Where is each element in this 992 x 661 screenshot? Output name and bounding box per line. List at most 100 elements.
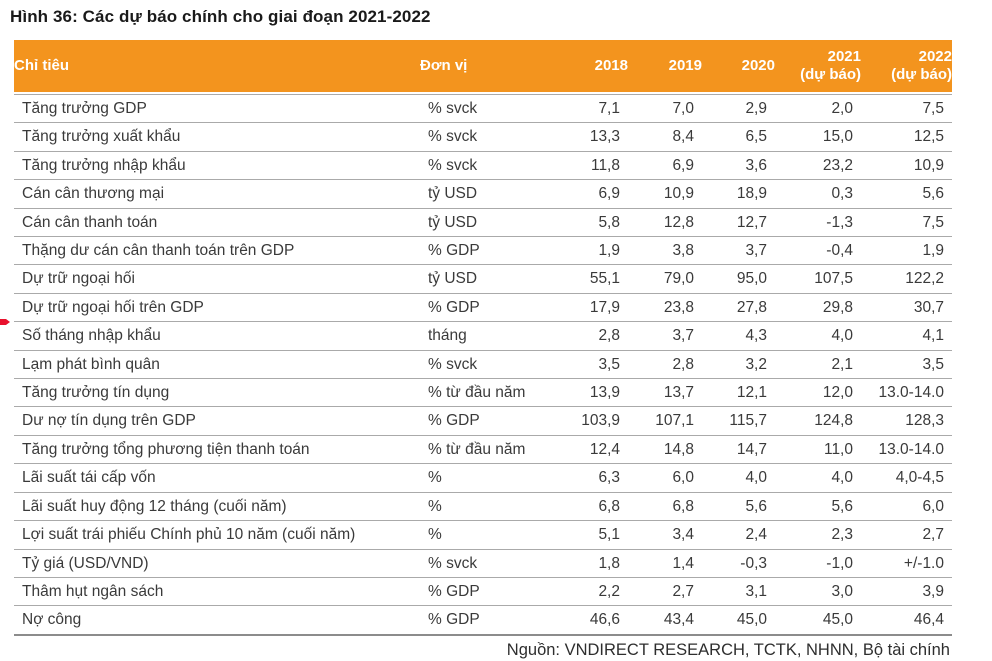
- value-cell: -1,0: [775, 550, 861, 578]
- value-cell: 6,9: [538, 180, 628, 209]
- col-header-2018: 2018: [538, 40, 628, 94]
- indicator-cell: Nợ công: [14, 606, 420, 636]
- value-cell: 14,7: [702, 436, 775, 465]
- value-cell: 12,7: [702, 209, 775, 238]
- value-cell: 3,9: [861, 578, 952, 607]
- value-cell: 2,4: [702, 521, 775, 550]
- unit-cell: tỷ USD: [420, 265, 538, 294]
- indicator-cell: Dự trữ ngoại hối: [14, 265, 420, 294]
- table-row: Tăng trưởng tổng phương tiện thanh toán%…: [14, 436, 952, 465]
- value-cell: 12,4: [538, 436, 628, 465]
- value-cell: 4,0: [702, 464, 775, 493]
- value-cell: 11,0: [775, 436, 861, 465]
- indicator-cell: Thâm hụt ngân sách: [14, 578, 420, 607]
- value-cell: 6,5: [702, 123, 775, 152]
- value-cell: 27,8: [702, 294, 775, 323]
- value-cell: 3,7: [628, 322, 702, 351]
- table-row: Thâm hụt ngân sách% GDP 2,2 2,7 3,1 3,0 3,9: [14, 578, 952, 607]
- indicator-cell: Lợi suất trái phiếu Chính phủ 10 năm (cu…: [14, 521, 420, 550]
- unit-cell: % GDP: [420, 407, 538, 436]
- unit-cell: % GDP: [420, 606, 538, 636]
- table-row: Lãi suất huy động 12 tháng (cuối năm)% 6,…: [14, 493, 952, 522]
- unit-cell: % svck: [420, 550, 538, 578]
- forecast-table-container: Chỉ tiêu Đơn vị 2018 2019 2020 2021 (dự …: [14, 40, 952, 661]
- table-row: Dự trữ ngoại hối tỷ USD 55,1 79,0 95,0 107,5 1…: [14, 265, 952, 294]
- indicator-cell: Tăng trưởng nhập khẩu: [14, 152, 420, 181]
- indicator-cell: Tăng trưởng GDP: [14, 94, 420, 124]
- value-cell: 5,6: [775, 493, 861, 522]
- indicator-cell: Dự trữ ngoại hối trên GDP: [14, 294, 420, 323]
- value-cell: 7,5: [861, 209, 952, 238]
- forecast-table: Chỉ tiêu Đơn vị 2018 2019 2020 2021 (dự …: [14, 40, 952, 636]
- value-cell: 3,5: [861, 351, 952, 380]
- value-cell: 115,7: [702, 407, 775, 436]
- value-cell: 2,8: [628, 351, 702, 380]
- value-cell: 107,5: [775, 265, 861, 294]
- value-cell: 2,9: [702, 94, 775, 124]
- table-row: Thặng dư cán cân thanh toán trên GDP% GD…: [14, 237, 952, 266]
- value-cell: -1,3: [775, 209, 861, 238]
- value-cell: 79,0: [628, 265, 702, 294]
- value-cell: 2,7: [628, 578, 702, 607]
- value-cell: 5,1: [538, 521, 628, 550]
- value-cell: 6,8: [628, 493, 702, 522]
- unit-cell: %: [420, 493, 538, 522]
- value-cell: +/-1.0: [861, 550, 952, 578]
- table-row: Dự trữ ngoại hối trên GDP% GDP 17,9 23,8 27…: [14, 294, 952, 323]
- value-cell: 95,0: [702, 265, 775, 294]
- value-cell: 18,9: [702, 180, 775, 209]
- value-cell: 3,7: [702, 237, 775, 266]
- value-cell: 5,8: [538, 209, 628, 238]
- unit-cell: tỷ USD: [420, 209, 538, 238]
- value-cell: 55,1: [538, 265, 628, 294]
- unit-cell: tỷ USD: [420, 180, 538, 209]
- value-cell: 0,3: [775, 180, 861, 209]
- col-header-indicator: Chỉ tiêu: [14, 40, 420, 94]
- value-cell: 14,8: [628, 436, 702, 465]
- value-cell: 3,8: [628, 237, 702, 266]
- value-cell: 4,0: [775, 464, 861, 493]
- value-cell: -0,4: [775, 237, 861, 266]
- value-cell: 46,4: [861, 606, 952, 636]
- indicator-cell: Thặng dư cán cân thanh toán trên GDP: [14, 237, 420, 266]
- red-row-marker-icon: [0, 319, 10, 325]
- value-cell: 4,0-4,5: [861, 464, 952, 493]
- value-cell: 13,9: [538, 379, 628, 408]
- indicator-cell: Lãi suất tái cấp vốn: [14, 464, 420, 493]
- value-cell: 23,8: [628, 294, 702, 323]
- value-cell: 10,9: [861, 152, 952, 181]
- value-cell: 11,8: [538, 152, 628, 181]
- value-cell: 3,5: [538, 351, 628, 380]
- unit-cell: % svck: [420, 94, 538, 124]
- value-cell: 43,4: [628, 606, 702, 636]
- value-cell: 46,6: [538, 606, 628, 636]
- col-header-unit: Đơn vị: [420, 40, 538, 94]
- header-row: Chỉ tiêu Đơn vị 2018 2019 2020 2021 (dự …: [14, 40, 952, 94]
- table-row: Lợi suất trái phiếu Chính phủ 10 năm (cu…: [14, 521, 952, 550]
- table-header: Chỉ tiêu Đơn vị 2018 2019 2020 2021 (dự …: [14, 40, 952, 94]
- value-cell: 4,3: [702, 322, 775, 351]
- value-cell: 13,3: [538, 123, 628, 152]
- table-row: Tăng trưởng GDP% svck 7,1 7,0 2,9 2,0 7,5: [14, 94, 952, 124]
- value-cell: 12,5: [861, 123, 952, 152]
- table-row: Lạm phát bình quân% svck 3,5 2,8 3,2 2,1 3,5: [14, 351, 952, 380]
- indicator-cell: Tăng trưởng xuất khẩu: [14, 123, 420, 152]
- value-cell: 2,3: [775, 521, 861, 550]
- value-cell: 7,1: [538, 94, 628, 124]
- value-cell: 6,0: [628, 464, 702, 493]
- value-cell: 3,4: [628, 521, 702, 550]
- value-cell: 30,7: [861, 294, 952, 323]
- value-cell: 10,9: [628, 180, 702, 209]
- value-cell: 12,8: [628, 209, 702, 238]
- unit-cell: % svck: [420, 152, 538, 181]
- indicator-cell: Cán cân thương mại: [14, 180, 420, 209]
- unit-cell: % từ đầu năm: [420, 379, 538, 408]
- table-row: Số tháng nhập khẩu tháng 2,8 3,7 4,3 4,0 4,1: [14, 322, 952, 351]
- unit-cell: %: [420, 464, 538, 493]
- unit-cell: % từ đầu năm: [420, 436, 538, 465]
- col-header-2019: 2019: [628, 40, 702, 94]
- indicator-cell: Tăng trưởng tín dụng: [14, 379, 420, 408]
- value-cell: 124,8: [775, 407, 861, 436]
- value-cell: 13,7: [628, 379, 702, 408]
- value-cell: 6,3: [538, 464, 628, 493]
